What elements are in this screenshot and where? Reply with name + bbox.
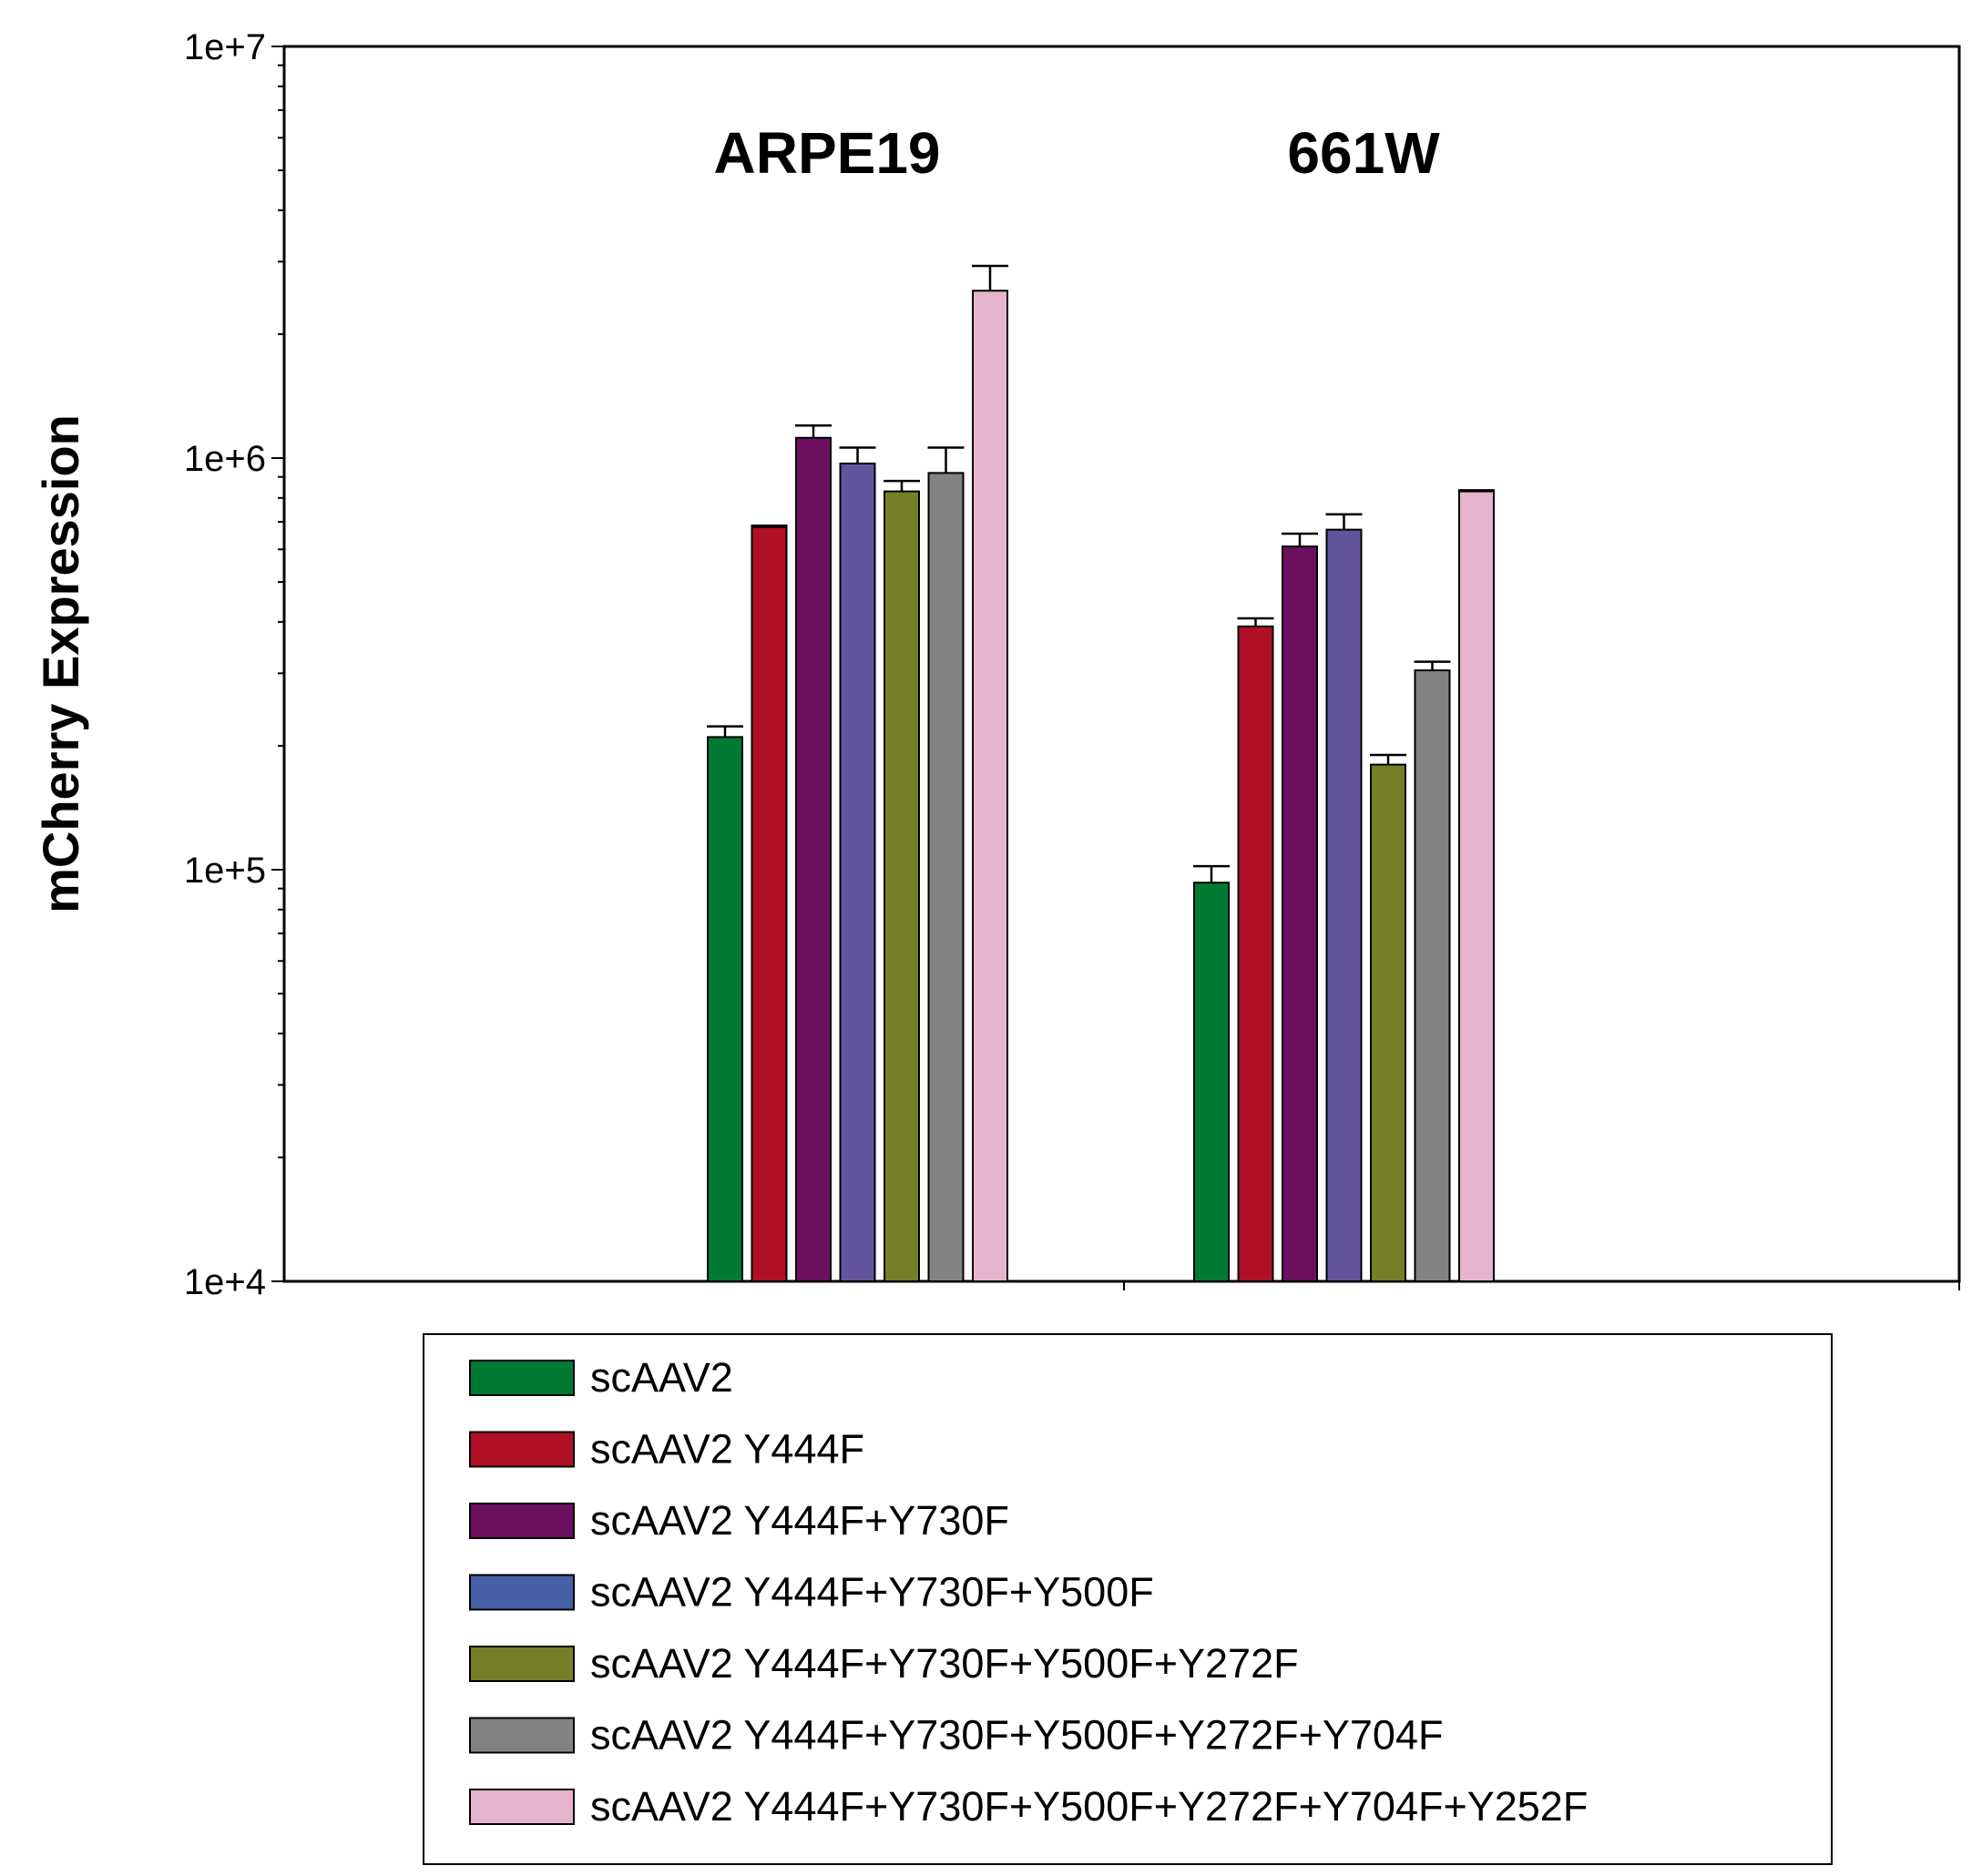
legend-entry: scAAV2 Y444F+Y730F+Y500F: [590, 1569, 1154, 1616]
legend-swatch: [469, 1360, 575, 1396]
legend-swatch: [469, 1431, 575, 1468]
bar-arpe19-series-6: [927, 472, 965, 1282]
bar-arpe19-series-3: [795, 436, 832, 1282]
bar-arpe19-series-5: [884, 490, 920, 1282]
bar-arpe19-series-1: [707, 736, 743, 1282]
legend-swatch: [469, 1503, 575, 1539]
plot-frame: [282, 45, 1961, 1283]
bar-arpe19-series-7: [972, 290, 1008, 1282]
legend-entry: scAAV2 Y444F+Y730F+Y500F+Y272F+Y704F+Y25…: [590, 1783, 1588, 1830]
bar-661w-series-6: [1414, 669, 1451, 1282]
group-label-661w: 661W: [1287, 120, 1440, 186]
legend-entry: scAAV2: [590, 1354, 733, 1401]
legend-entry: scAAV2 Y444F+Y730F: [590, 1497, 1009, 1544]
y-tick-label: 1e+4: [184, 1262, 266, 1302]
bar-661w-series-2: [1237, 625, 1274, 1282]
bar-661w-series-7: [1458, 490, 1495, 1282]
bar-661w-series-4: [1325, 528, 1363, 1282]
bar-arpe19-series-4: [839, 462, 876, 1282]
bar-arpe19-series-2: [751, 525, 788, 1282]
legend-box: [423, 1333, 1833, 1865]
y-axis-label: mCherry Expression: [32, 414, 89, 913]
group-label-arpe19: ARPE19: [714, 120, 941, 186]
bar-661w-series-1: [1193, 882, 1230, 1283]
bar-661w-series-5: [1370, 763, 1406, 1282]
legend-entry: scAAV2 Y444F+Y730F+Y500F+Y272F+Y704F: [590, 1712, 1443, 1759]
legend-entry: scAAV2 Y444F: [590, 1426, 864, 1473]
legend-swatch: [469, 1717, 575, 1754]
y-tick-label: 1e+7: [184, 27, 266, 67]
legend-swatch: [469, 1646, 575, 1682]
bar-661w-series-3: [1282, 545, 1318, 1282]
legend-entry: scAAV2 Y444F+Y730F+Y500F+Y272F: [590, 1640, 1299, 1687]
y-tick-label: 1e+5: [184, 851, 266, 891]
y-tick-label: 1e+6: [184, 439, 266, 479]
legend-swatch: [469, 1789, 575, 1825]
legend-swatch: [469, 1574, 575, 1611]
